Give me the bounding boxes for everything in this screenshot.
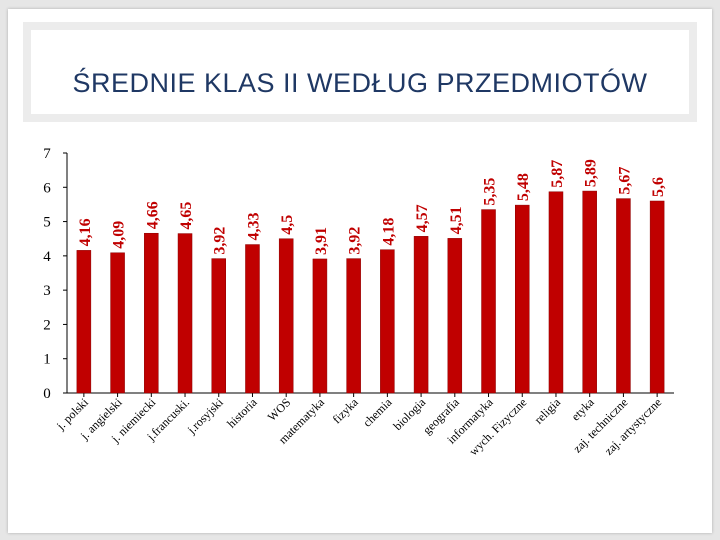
y-tick-label: 1 xyxy=(43,352,51,368)
title-box: ŚREDNIE KLAS II WEDŁUG PRZEDMIOTÓW xyxy=(23,22,697,122)
category-label: fizyka xyxy=(330,395,362,427)
y-tick-label: 7 xyxy=(43,146,51,162)
category-label: etyka xyxy=(569,395,598,424)
bar xyxy=(515,204,530,394)
data-label: 4,18 xyxy=(380,218,397,246)
bar xyxy=(245,244,260,394)
bar xyxy=(278,238,294,394)
data-label: 5,87 xyxy=(549,160,566,188)
bar xyxy=(649,200,665,394)
bar xyxy=(346,258,361,394)
data-label: 4,57 xyxy=(414,204,431,232)
y-tick-label: 0 xyxy=(43,386,51,402)
data-label: 5,6 xyxy=(650,177,667,197)
y-tick-label: 2 xyxy=(43,317,51,333)
bar xyxy=(447,238,463,394)
data-label: 4,09 xyxy=(111,221,128,249)
data-label: 4,5 xyxy=(279,215,296,235)
bar xyxy=(616,198,631,394)
data-label: 4,51 xyxy=(448,206,465,234)
data-label: 5,35 xyxy=(482,178,499,206)
category-label: religia xyxy=(532,395,564,427)
bar xyxy=(144,232,159,394)
category-label: j.rosyjski xyxy=(184,395,226,437)
data-label: 4,33 xyxy=(245,213,262,241)
bar xyxy=(481,209,496,394)
category-label: chemia xyxy=(360,395,395,430)
data-label: 5,89 xyxy=(583,159,600,187)
bar xyxy=(211,258,226,394)
data-label: 4,66 xyxy=(144,201,161,229)
y-axis: 0 1 2 3 4 5 6 7 xyxy=(43,146,68,402)
data-label: 5,48 xyxy=(515,173,532,201)
y-tick-label: 4 xyxy=(43,249,51,265)
bar xyxy=(76,250,92,394)
category-label: WOS xyxy=(265,395,294,424)
bar xyxy=(177,233,193,394)
data-label: 4,65 xyxy=(178,202,195,230)
data-label: 5,67 xyxy=(616,167,633,195)
bar xyxy=(413,236,429,394)
data-label: 3,92 xyxy=(347,227,364,255)
slide-title: ŚREDNIE KLAS II WEDŁUG PRZEDMIOTÓW xyxy=(72,68,648,98)
data-label: 3,92 xyxy=(212,227,229,255)
y-tick-label: 6 xyxy=(43,180,51,196)
bar xyxy=(312,258,328,394)
data-label: 4,16 xyxy=(77,218,94,246)
data-label: 3,91 xyxy=(313,227,330,255)
value-labels: 4,16 4,09 4,66 4,65 3,92 4,33 4,5 3,91 3,92 4,18 4… xyxy=(77,159,667,255)
bar xyxy=(548,191,564,394)
bar xyxy=(582,190,597,394)
y-tick-label: 3 xyxy=(43,283,51,299)
bar xyxy=(110,252,125,394)
y-tick-label: 5 xyxy=(43,215,51,231)
category-label: historia xyxy=(224,395,260,431)
bar xyxy=(380,249,395,394)
bars xyxy=(76,190,665,394)
x-axis xyxy=(67,392,674,397)
